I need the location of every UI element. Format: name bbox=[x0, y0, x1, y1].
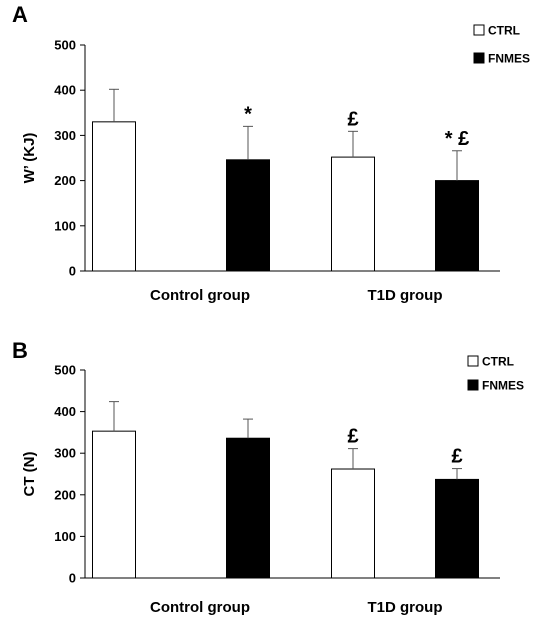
chart-panel-B: B CT (N) 0 100 200 300 400 500 £ £ Control group T1… bbox=[12, 338, 524, 616]
significance-annotation: £ bbox=[347, 426, 358, 448]
y-tick-label: 300 bbox=[54, 128, 76, 143]
y-tick-label: 400 bbox=[54, 404, 76, 419]
y-tick-label: 0 bbox=[69, 571, 76, 586]
legend-label: CTRL bbox=[482, 355, 514, 369]
legend-swatch-fnmes bbox=[467, 379, 479, 391]
chart-panel-A: A W’ (KJ) 0 100 200 300 400 500 £ * * £ Control gro… bbox=[12, 2, 530, 304]
y-tick-label: 100 bbox=[54, 218, 76, 233]
panel-letter: B bbox=[12, 338, 28, 363]
legend-swatch-fnmes bbox=[473, 52, 485, 64]
y-tick-label: 100 bbox=[54, 529, 76, 544]
x-tick-label: Control group bbox=[150, 287, 250, 304]
bar-ctrl-1 bbox=[331, 468, 375, 579]
y-tick-label: 500 bbox=[54, 363, 76, 378]
bar-fnmes-1 bbox=[435, 180, 479, 272]
y-axis-label: W’ (KJ) bbox=[21, 133, 38, 184]
bar-ctrl-0 bbox=[92, 121, 136, 272]
y-tick-label: 400 bbox=[54, 83, 76, 98]
y-tick-label: 300 bbox=[54, 446, 76, 461]
legend-label: CTRL bbox=[488, 24, 520, 38]
bar-ctrl-0 bbox=[92, 430, 136, 579]
x-tick-label: T1D group bbox=[368, 599, 443, 616]
significance-annotation: * £ bbox=[445, 128, 469, 150]
significance-annotation: £ bbox=[451, 446, 462, 468]
legend-swatch-ctrl bbox=[473, 24, 485, 36]
panel-letter: A bbox=[12, 2, 28, 27]
y-tick-label: 0 bbox=[69, 264, 76, 279]
y-axis-label: CT (N) bbox=[21, 452, 38, 497]
significance-annotation: £ bbox=[347, 108, 358, 130]
bar-fnmes-0 bbox=[226, 437, 270, 579]
y-tick-label: 200 bbox=[54, 173, 76, 188]
bar-fnmes-1 bbox=[435, 478, 479, 579]
bar-fnmes-0 bbox=[226, 159, 270, 272]
y-tick-label: 200 bbox=[54, 487, 76, 502]
y-tick-label: 500 bbox=[54, 38, 76, 53]
legend-label: FNMES bbox=[488, 52, 530, 66]
significance-annotation: * bbox=[244, 103, 252, 125]
legend-label: FNMES bbox=[482, 379, 524, 393]
x-tick-label: Control group bbox=[150, 599, 250, 616]
x-tick-label: T1D group bbox=[368, 287, 443, 304]
legend-swatch-ctrl bbox=[467, 355, 479, 367]
bar-ctrl-1 bbox=[331, 156, 375, 272]
